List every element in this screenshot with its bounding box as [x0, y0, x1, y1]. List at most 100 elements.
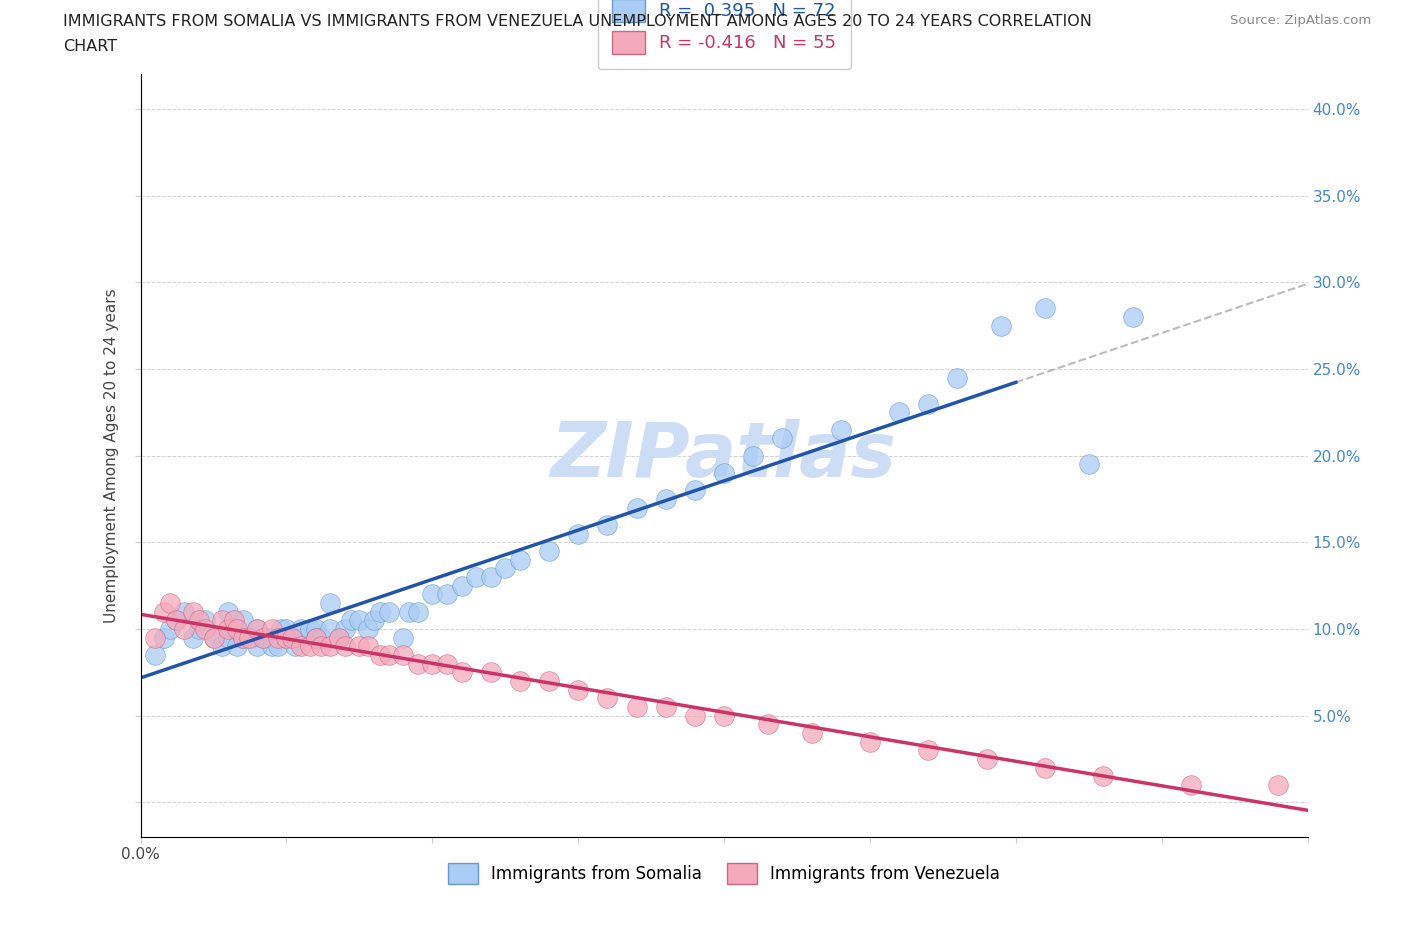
- Point: [436, 657, 458, 671]
- Point: [232, 631, 254, 645]
- Point: [349, 613, 371, 628]
- Point: [225, 639, 247, 654]
- Point: [222, 613, 245, 628]
- Point: [267, 631, 290, 645]
- Point: [173, 621, 195, 636]
- Point: [202, 631, 225, 645]
- Point: [211, 639, 233, 654]
- Point: [1267, 777, 1289, 792]
- Point: [276, 631, 298, 645]
- Point: [328, 631, 350, 645]
- Point: [159, 621, 181, 636]
- Point: [333, 621, 356, 636]
- Point: [194, 621, 217, 636]
- Point: [143, 631, 166, 645]
- Point: [225, 621, 247, 636]
- Point: [392, 647, 415, 662]
- Point: [165, 613, 187, 628]
- Point: [368, 647, 391, 662]
- Point: [713, 466, 735, 481]
- Point: [217, 631, 239, 645]
- Point: [377, 647, 399, 662]
- Point: [1033, 760, 1056, 775]
- Point: [153, 604, 176, 619]
- Point: [217, 604, 239, 619]
- Point: [859, 735, 882, 750]
- Point: [276, 621, 298, 636]
- Point: [159, 595, 181, 610]
- Point: [392, 631, 415, 645]
- Point: [181, 631, 204, 645]
- Point: [742, 448, 765, 463]
- Point: [398, 604, 420, 619]
- Point: [756, 717, 779, 732]
- Point: [319, 639, 342, 654]
- Point: [830, 422, 852, 437]
- Point: [377, 604, 399, 619]
- Point: [333, 639, 356, 654]
- Point: [683, 483, 706, 498]
- Point: [298, 639, 321, 654]
- Point: [238, 631, 260, 645]
- Point: [626, 500, 648, 515]
- Point: [211, 613, 233, 628]
- Point: [1092, 769, 1115, 784]
- Point: [217, 621, 239, 636]
- Point: [422, 657, 444, 671]
- Point: [281, 631, 304, 645]
- Point: [917, 396, 939, 411]
- Point: [202, 631, 225, 645]
- Legend: Immigrants from Somalia, Immigrants from Venezuela: Immigrants from Somalia, Immigrants from…: [434, 849, 1014, 897]
- Y-axis label: Unemployment Among Ages 20 to 24 years: Unemployment Among Ages 20 to 24 years: [104, 288, 120, 623]
- Point: [1180, 777, 1202, 792]
- Point: [368, 604, 391, 619]
- Point: [450, 578, 472, 593]
- Point: [917, 743, 939, 758]
- Point: [232, 613, 254, 628]
- Point: [990, 318, 1012, 333]
- Point: [305, 631, 328, 645]
- Point: [596, 518, 619, 533]
- Point: [479, 665, 502, 680]
- Point: [363, 613, 385, 628]
- Point: [188, 621, 211, 636]
- Point: [153, 631, 176, 645]
- Point: [319, 595, 342, 610]
- Point: [946, 370, 969, 385]
- Point: [222, 621, 245, 636]
- Point: [1122, 310, 1144, 325]
- Point: [298, 621, 321, 636]
- Point: [281, 631, 304, 645]
- Point: [328, 631, 350, 645]
- Point: [509, 673, 531, 688]
- Text: Source: ZipAtlas.com: Source: ZipAtlas.com: [1230, 14, 1371, 27]
- Point: [290, 631, 312, 645]
- Point: [1077, 457, 1099, 472]
- Point: [165, 613, 187, 628]
- Point: [188, 613, 211, 628]
- Point: [284, 639, 307, 654]
- Point: [596, 691, 619, 706]
- Point: [494, 561, 516, 576]
- Point: [406, 604, 429, 619]
- Point: [349, 639, 371, 654]
- Point: [357, 639, 380, 654]
- Point: [305, 631, 328, 645]
- Point: [538, 673, 561, 688]
- Point: [406, 657, 429, 671]
- Point: [713, 709, 735, 724]
- Point: [267, 639, 290, 654]
- Point: [422, 587, 444, 602]
- Point: [465, 569, 488, 584]
- Point: [290, 621, 312, 636]
- Text: CHART: CHART: [63, 39, 117, 54]
- Point: [270, 621, 292, 636]
- Point: [173, 604, 195, 619]
- Point: [252, 631, 274, 645]
- Point: [194, 613, 217, 628]
- Point: [260, 631, 283, 645]
- Point: [450, 665, 472, 680]
- Point: [290, 639, 312, 654]
- Point: [143, 647, 166, 662]
- Point: [479, 569, 502, 584]
